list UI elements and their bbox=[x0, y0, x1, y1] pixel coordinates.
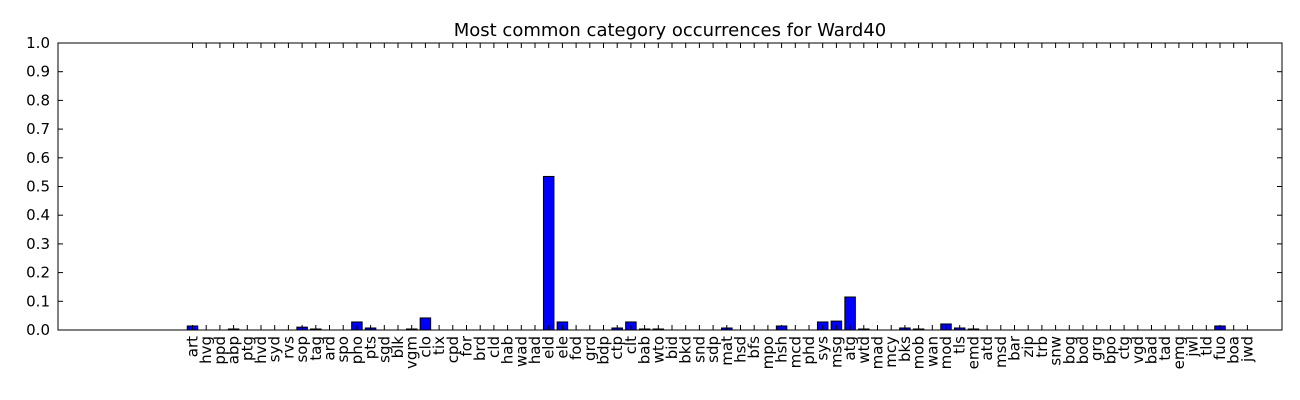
category-label: bpo bbox=[1101, 336, 1119, 364]
category-label: hab bbox=[499, 336, 517, 364]
category-label: clo bbox=[416, 336, 434, 358]
category-label: tld bbox=[1197, 336, 1215, 356]
category-label: mob bbox=[910, 336, 928, 369]
category-label: jwl bbox=[1184, 336, 1202, 358]
category-label: cpd bbox=[444, 336, 462, 363]
category-label: sop bbox=[293, 336, 311, 363]
y-tick-label: 0.0 bbox=[26, 321, 50, 339]
plot-frame bbox=[57, 42, 1283, 331]
y-tick-label: 0.9 bbox=[26, 63, 50, 81]
category-label: emg bbox=[1170, 336, 1188, 369]
x-axis: arthvgppdabpptghvdsydrvssoptagardspophop… bbox=[184, 43, 1256, 369]
category-label: pho bbox=[348, 336, 366, 364]
category-label: spo bbox=[334, 336, 352, 363]
category-label: cld bbox=[485, 336, 503, 358]
category-label: bks bbox=[896, 336, 914, 362]
category-label: sys bbox=[814, 336, 832, 361]
category-label: boa bbox=[1225, 336, 1243, 364]
category-label: eld bbox=[540, 336, 558, 359]
y-tick-label: 0.5 bbox=[26, 178, 50, 196]
category-label: hvg bbox=[197, 336, 215, 364]
category-label: bdp bbox=[595, 336, 613, 365]
y-tick-label: 1.0 bbox=[26, 34, 50, 52]
category-label: brd bbox=[471, 336, 489, 361]
category-label: emd bbox=[964, 336, 982, 369]
category-label: tix bbox=[430, 336, 448, 355]
category-label: mod bbox=[937, 336, 955, 369]
category-label: ctg bbox=[1115, 336, 1133, 360]
category-label: atg bbox=[841, 336, 859, 361]
category-label: vgm bbox=[403, 336, 421, 369]
y-tick-label: 0.1 bbox=[26, 292, 50, 310]
y-tick-label: 0.3 bbox=[26, 235, 50, 253]
category-label: bab bbox=[636, 336, 654, 364]
category-label: bkd bbox=[677, 336, 695, 364]
category-label: tad bbox=[1156, 336, 1174, 361]
category-label: mat bbox=[718, 336, 736, 366]
category-label: hsh bbox=[773, 336, 791, 363]
category-label: atd bbox=[978, 336, 996, 361]
category-label: mcy bbox=[882, 336, 900, 368]
y-tick-label: 0.8 bbox=[26, 91, 50, 109]
y-tick-label: 0.7 bbox=[26, 120, 50, 138]
category-label: sgd bbox=[375, 336, 393, 363]
category-label: snd bbox=[690, 336, 708, 363]
category-label: bar bbox=[1006, 335, 1024, 361]
category-label: pts bbox=[362, 336, 380, 359]
category-label: sdp bbox=[704, 336, 722, 363]
category-label: hsd bbox=[732, 336, 750, 363]
category-label: bog bbox=[1060, 336, 1078, 364]
category-label: snw bbox=[1047, 336, 1065, 366]
category-label: phd bbox=[800, 336, 818, 365]
category-label: clt bbox=[622, 336, 640, 354]
category-label: wto bbox=[649, 336, 667, 363]
y-tick-label: 0.4 bbox=[26, 206, 50, 224]
y-axis: 0.0 0.1 0.2 0.3 0.4 0.5 0.6 0.7 0.8 0.9 1.0 bbox=[26, 34, 1282, 339]
category-label: wtd bbox=[855, 336, 873, 364]
category-label: wad bbox=[512, 336, 530, 367]
chart-title: Most common category occurrences for War… bbox=[454, 20, 887, 41]
category-label: had bbox=[526, 336, 544, 364]
category-label: ard bbox=[321, 336, 339, 361]
category-label: bfs bbox=[745, 336, 763, 359]
category-label: jwd bbox=[1238, 336, 1256, 363]
category-label: grg bbox=[1088, 336, 1106, 361]
category-label: for bbox=[458, 335, 476, 356]
category-label: bod bbox=[1074, 336, 1092, 364]
category-label: rvs bbox=[279, 336, 297, 359]
category-label: msg bbox=[827, 336, 845, 368]
category-label: zip bbox=[1019, 336, 1037, 358]
category-label: vgd bbox=[1129, 336, 1147, 364]
category-label: mad bbox=[869, 336, 887, 369]
category-label: ptg bbox=[238, 336, 256, 361]
category-label: grd bbox=[581, 336, 599, 361]
category-label: hvd bbox=[252, 336, 270, 364]
bars-group bbox=[186, 175, 1226, 331]
category-label: trb bbox=[1033, 336, 1051, 358]
category-label: ele bbox=[553, 336, 571, 359]
category-label: tls bbox=[951, 336, 969, 354]
category-label: tag bbox=[307, 336, 325, 361]
category-label: abp bbox=[225, 336, 243, 364]
category-label: blk bbox=[389, 336, 407, 359]
category-label: fod bbox=[567, 336, 585, 360]
category-label: msd bbox=[992, 336, 1010, 368]
category-label: bid bbox=[663, 336, 681, 359]
category-label: fuo bbox=[1211, 336, 1229, 360]
category-label: syd bbox=[266, 336, 284, 362]
category-label: ppd bbox=[211, 336, 229, 365]
category-label: wan bbox=[923, 336, 941, 367]
category-label: ctp bbox=[608, 336, 626, 360]
y-tick-label: 0.2 bbox=[26, 264, 50, 282]
category-label: mpo bbox=[759, 336, 777, 369]
category-label: bad bbox=[1143, 336, 1161, 364]
y-tick-label: 0.6 bbox=[26, 149, 50, 167]
bar-eld bbox=[542, 175, 555, 331]
category-label: art bbox=[184, 336, 202, 357]
category-label: mcd bbox=[786, 336, 804, 368]
